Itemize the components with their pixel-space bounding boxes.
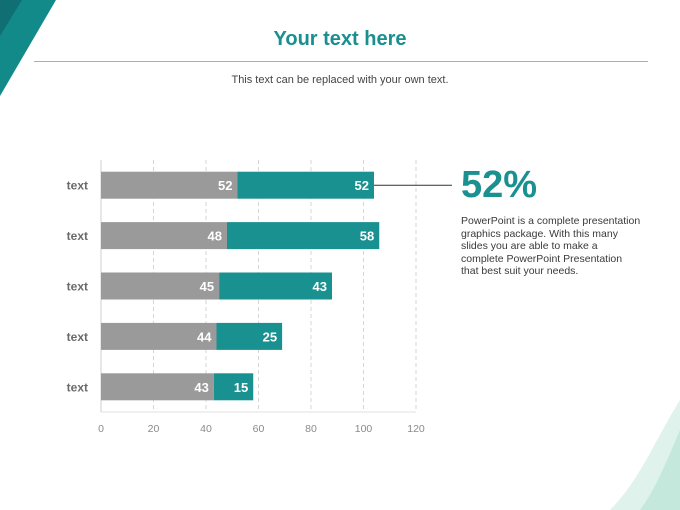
category-label: text xyxy=(67,380,88,394)
data-label: 43 xyxy=(313,279,327,294)
x-tick-label: 0 xyxy=(98,423,104,435)
x-tick-label: 100 xyxy=(355,423,373,435)
corner-decoration-bottom-right xyxy=(610,400,680,510)
data-label: 52 xyxy=(218,178,232,193)
callout-description: PowerPoint is a complete presentation gr… xyxy=(461,215,641,277)
bar-segment-teal xyxy=(237,171,374,199)
page-title: Your text here xyxy=(273,28,407,50)
data-label: 45 xyxy=(200,279,214,294)
title-divider xyxy=(34,61,648,62)
category-label: text xyxy=(67,179,88,193)
corner-decoration-top-left xyxy=(0,0,56,96)
category-label: text xyxy=(67,229,88,243)
data-label: 25 xyxy=(263,329,277,344)
data-label: 58 xyxy=(360,229,374,244)
bar-segment-teal xyxy=(219,272,332,300)
bar-segment-gray xyxy=(101,272,220,300)
x-tick-label: 20 xyxy=(148,423,160,435)
category-label: text xyxy=(67,280,88,294)
bar-segment-teal xyxy=(227,222,380,250)
data-label: 48 xyxy=(208,229,222,244)
bar-segment-teal xyxy=(216,322,283,350)
category-label: text xyxy=(67,330,88,344)
data-label: 43 xyxy=(194,380,208,395)
bar-segment-gray xyxy=(101,373,214,401)
page-subtitle: This text can be replaced with your own … xyxy=(231,74,449,86)
x-tick-label: 80 xyxy=(305,423,317,435)
x-tick-label: 60 xyxy=(253,423,265,435)
bar-segment-teal xyxy=(213,373,254,401)
data-label: 15 xyxy=(234,380,248,395)
data-label: 52 xyxy=(355,178,369,193)
bar-segment-gray xyxy=(101,322,217,350)
callout-percentage: 52% xyxy=(461,164,538,206)
x-tick-label: 120 xyxy=(407,423,425,435)
bar-segment-gray xyxy=(101,222,227,250)
data-label: 44 xyxy=(197,329,212,344)
bar-segment-gray xyxy=(101,171,238,199)
x-tick-label: 40 xyxy=(200,423,212,435)
